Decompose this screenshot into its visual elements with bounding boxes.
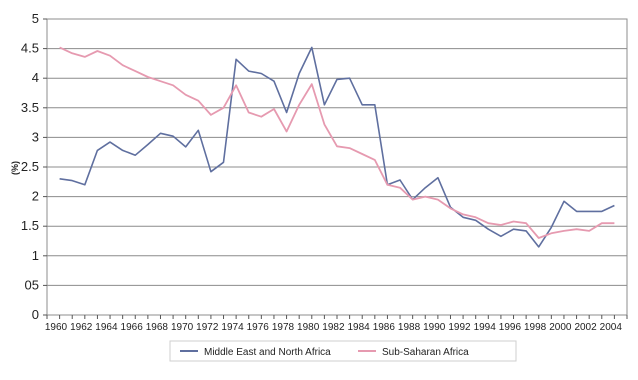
x-tick-label: 1970 (171, 322, 194, 333)
x-tick-label: 1990 (423, 322, 446, 333)
x-tick-label: 2002 (574, 322, 597, 333)
x-tick-label: 1972 (196, 322, 219, 333)
series-line-middle-east-north-africa (59, 46, 615, 248)
x-tick-label: 1976 (247, 322, 270, 333)
x-tick-label: 1974 (221, 322, 244, 333)
x-tick-label: 1966 (121, 322, 144, 333)
y-tick-label: 05 (25, 277, 39, 292)
x-tick-label: 1992 (448, 322, 471, 333)
y-tick-label: 1 (32, 248, 39, 263)
legend-label: Sub-Saharan Africa (382, 347, 469, 358)
y-tick-label: 3.5 (21, 100, 39, 115)
y-tick-label: 3 (32, 129, 39, 144)
legend-box (169, 340, 517, 362)
x-tick-label: 1988 (398, 322, 421, 333)
x-tick-label: 1986 (373, 322, 396, 333)
x-tick-label: 1980 (297, 322, 320, 333)
x-tick-label: 1994 (474, 322, 497, 333)
x-tick-label: 1968 (146, 322, 169, 333)
y-tick-label: 1.5 (21, 218, 39, 233)
series-line-sub-saharan-africa (59, 46, 615, 239)
x-tick-label: 1982 (322, 322, 345, 333)
x-tick-label: 2000 (549, 322, 572, 333)
x-tick-label: 1964 (95, 322, 118, 333)
y-tick-label: 4.5 (21, 41, 39, 56)
y-tick-label: 5 (32, 11, 39, 26)
legend-label: Middle East and North Africa (204, 347, 331, 358)
x-tick-label: 1996 (499, 322, 522, 333)
y-tick-label: 2 (32, 189, 39, 204)
y-tick-label: 0 (32, 307, 39, 322)
x-tick-label: 1998 (524, 322, 547, 333)
y-tick-label: 4 (32, 70, 39, 85)
y-axis-label: (%) (10, 161, 20, 175)
x-tick-label: 1960 (45, 322, 68, 333)
x-tick-label: 1984 (347, 322, 370, 333)
y-tick-label: 2.5 (21, 159, 39, 174)
x-tick-label: 1978 (272, 322, 295, 333)
x-tick-label: 1962 (70, 322, 93, 333)
x-tick-label: 2004 (600, 322, 623, 333)
